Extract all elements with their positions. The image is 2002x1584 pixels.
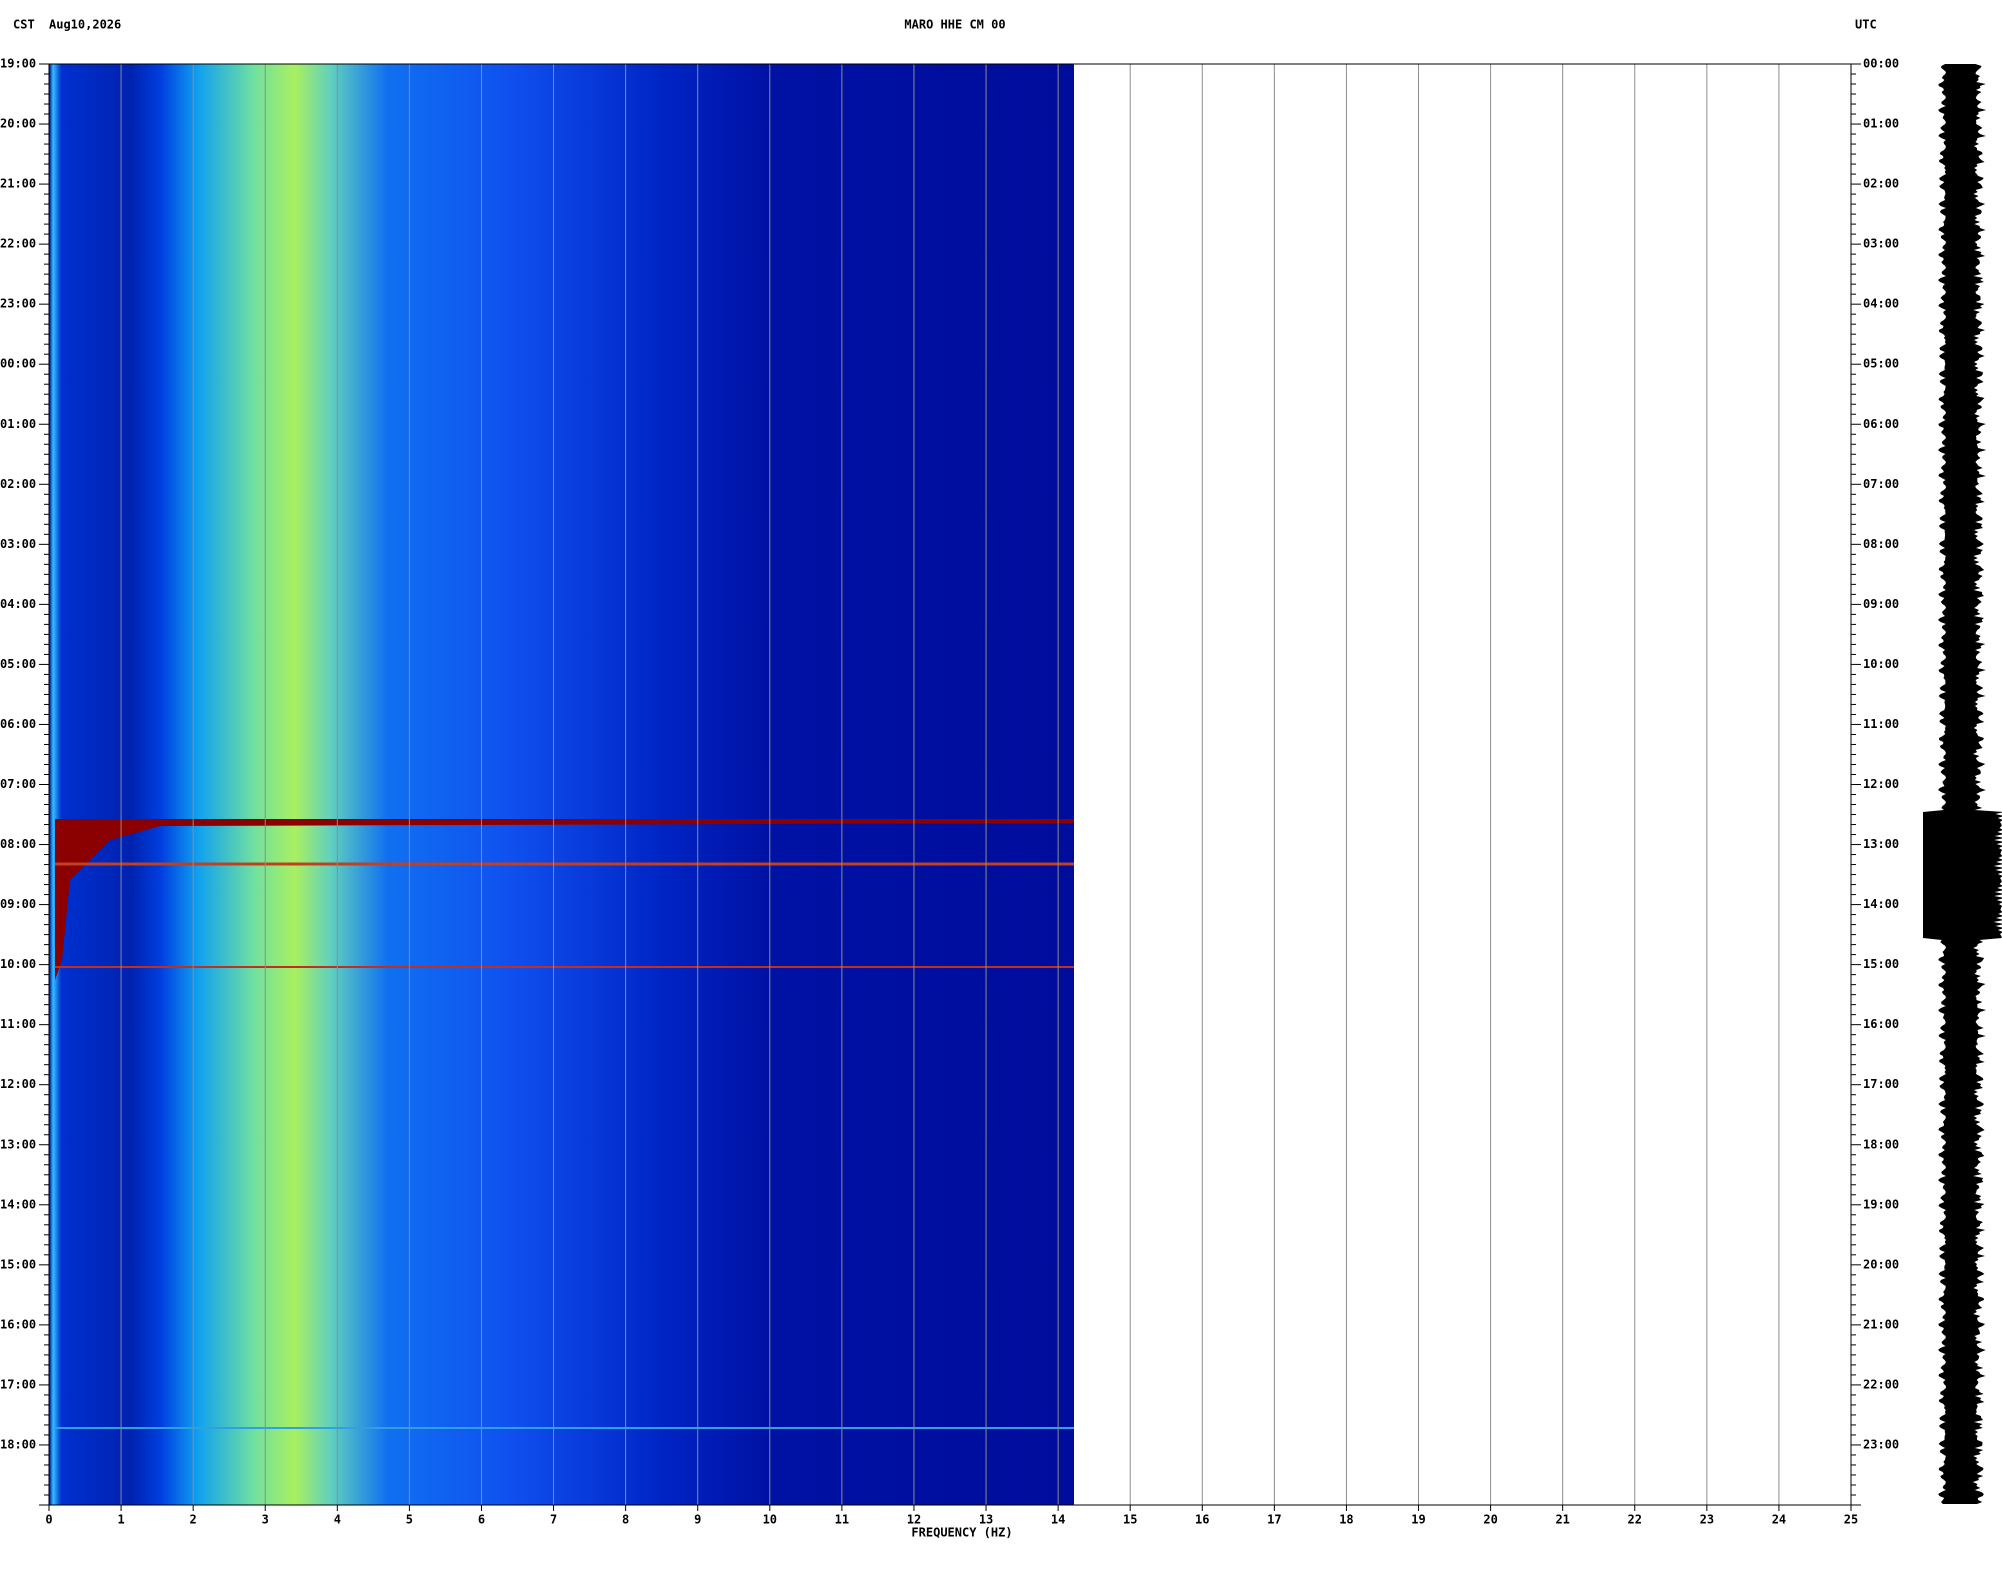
x-tick-label: 18 bbox=[1339, 1513, 1353, 1527]
right-time-label: 23:00 bbox=[1863, 1437, 1899, 1451]
left-time-label: 10:00 bbox=[0, 957, 36, 971]
left-time-label: 12:00 bbox=[0, 1077, 36, 1091]
left-time-label: 09:00 bbox=[0, 897, 36, 911]
x-axis-label: FREQUENCY (HZ) bbox=[911, 1526, 1012, 1540]
left-time-label: 18:00 bbox=[0, 1437, 36, 1451]
left-time-label: 21:00 bbox=[0, 177, 36, 191]
left-time-label: 16:00 bbox=[0, 1317, 36, 1331]
left-time-label: 23:00 bbox=[0, 297, 36, 311]
right-time-label: 11:00 bbox=[1863, 717, 1899, 731]
left-time-label: 17:00 bbox=[0, 1377, 36, 1391]
left-time-label: 15:00 bbox=[0, 1257, 36, 1271]
x-tick-label: 15 bbox=[1123, 1513, 1137, 1527]
left-time-label: 14:00 bbox=[0, 1197, 36, 1211]
right-time-label: 18:00 bbox=[1863, 1137, 1899, 1151]
date: Aug10,2026 bbox=[49, 18, 121, 32]
left-time-label: 11:00 bbox=[0, 1017, 36, 1031]
right-time-label: 14:00 bbox=[1863, 897, 1899, 911]
x-tick-label: 14 bbox=[1051, 1513, 1065, 1527]
left-time-label: 06:00 bbox=[0, 717, 36, 731]
left-time-label: 04:00 bbox=[0, 597, 36, 611]
right-time-label: 15:00 bbox=[1863, 957, 1899, 971]
right-timezone: UTC bbox=[1855, 18, 1877, 32]
x-tick-label: 9 bbox=[694, 1513, 701, 1527]
x-tick-label: 16 bbox=[1195, 1513, 1209, 1527]
x-tick-label: 21 bbox=[1555, 1513, 1569, 1527]
x-tick-label: 4 bbox=[334, 1513, 341, 1527]
x-tick-label: 0 bbox=[45, 1513, 52, 1527]
left-time-label: 02:00 bbox=[0, 477, 36, 491]
x-tick-label: 5 bbox=[406, 1513, 413, 1527]
left-time-label: 07:00 bbox=[0, 777, 36, 791]
spectrogram bbox=[49, 64, 1074, 1505]
x-tick-label: 2 bbox=[190, 1513, 197, 1527]
x-tick-label: 24 bbox=[1772, 1513, 1786, 1527]
right-time-label: 01:00 bbox=[1863, 117, 1899, 131]
x-tick-label: 12 bbox=[907, 1513, 921, 1527]
right-time-label: 16:00 bbox=[1863, 1017, 1899, 1031]
right-time-label: 02:00 bbox=[1863, 177, 1899, 191]
right-time-label: 00:00 bbox=[1863, 57, 1899, 71]
right-time-label: 22:00 bbox=[1863, 1377, 1899, 1391]
right-time-label: 07:00 bbox=[1863, 477, 1899, 491]
left-time-label: 19:00 bbox=[0, 57, 36, 71]
x-tick-label: 20 bbox=[1483, 1513, 1497, 1527]
x-tick-label: 23 bbox=[1700, 1513, 1714, 1527]
x-tick-label: 17 bbox=[1267, 1513, 1281, 1527]
right-time-label: 04:00 bbox=[1863, 297, 1899, 311]
x-tick-label: 1 bbox=[117, 1513, 124, 1527]
right-time-label: 08:00 bbox=[1863, 537, 1899, 551]
x-tick-label: 22 bbox=[1628, 1513, 1642, 1527]
x-tick-label: 10 bbox=[763, 1513, 777, 1527]
x-tick-label: 8 bbox=[622, 1513, 629, 1527]
right-time-label: 03:00 bbox=[1863, 237, 1899, 251]
left-time-label: 03:00 bbox=[0, 537, 36, 551]
right-time-label: 06:00 bbox=[1863, 417, 1899, 431]
left-time-label: 13:00 bbox=[0, 1137, 36, 1151]
left-time-label: 22:00 bbox=[0, 237, 36, 251]
right-time-label: 05:00 bbox=[1863, 357, 1899, 371]
right-time-label: 19:00 bbox=[1863, 1197, 1899, 1211]
left-time-label: 08:00 bbox=[0, 837, 36, 851]
left-time-label: 20:00 bbox=[0, 117, 36, 131]
right-time-label: 20:00 bbox=[1863, 1257, 1899, 1271]
left-time-label: 05:00 bbox=[0, 657, 36, 671]
x-tick-label: 11 bbox=[835, 1513, 849, 1527]
seismogram bbox=[1923, 64, 2002, 1504]
x-tick-label: 3 bbox=[262, 1513, 269, 1527]
right-time-label: 21:00 bbox=[1863, 1317, 1899, 1331]
x-tick-label: 13 bbox=[979, 1513, 993, 1527]
x-tick-label: 7 bbox=[550, 1513, 557, 1527]
right-time-label: 12:00 bbox=[1863, 777, 1899, 791]
right-time-label: 10:00 bbox=[1863, 657, 1899, 671]
chart-title: MARO HHE CM 00 bbox=[904, 18, 1005, 32]
right-time-label: 09:00 bbox=[1863, 597, 1899, 611]
x-tick-label: 19 bbox=[1411, 1513, 1425, 1527]
x-tick-label: 25 bbox=[1844, 1513, 1858, 1527]
x-tick-label: 6 bbox=[478, 1513, 485, 1527]
left-time-label: 00:00 bbox=[0, 357, 36, 371]
left-timezone: CST bbox=[13, 18, 35, 32]
left-time-label: 01:00 bbox=[0, 417, 36, 431]
right-time-label: 17:00 bbox=[1863, 1077, 1899, 1091]
right-time-label: 13:00 bbox=[1863, 837, 1899, 851]
